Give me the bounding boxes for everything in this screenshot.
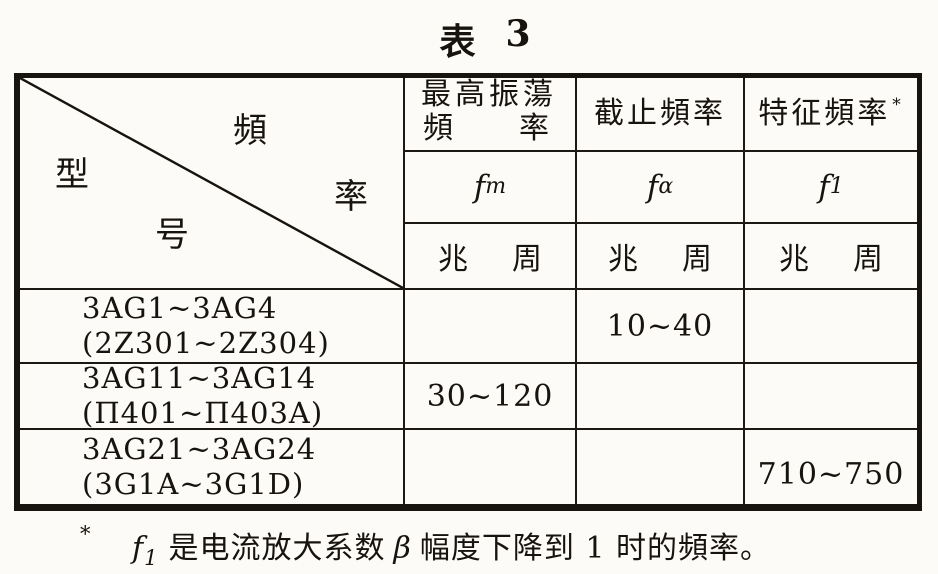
- unit-megacycle-char1: 兆: [608, 242, 638, 277]
- unit-megacycle-char1: 兆: [779, 242, 809, 277]
- footnote-f1-symbol: f1: [132, 531, 158, 570]
- model-name: 3AG11~3AG14: [82, 361, 317, 395]
- model-alt-name: (П401~П403A): [82, 396, 324, 430]
- column-header-cutoff-freq: 截止頻率: [577, 78, 745, 152]
- corner-label-freq-char2: 率: [334, 177, 368, 217]
- header-fm-line2: 頻 率: [421, 111, 561, 147]
- footnote-reference-asterisk: *: [892, 94, 904, 115]
- header-fm-line1: 最高振蕩: [421, 76, 557, 112]
- corner-label-model-char2: 号: [155, 215, 189, 255]
- corner-label-freq-char1: 頻: [233, 111, 267, 151]
- value-cell-fa-row2: [577, 364, 745, 430]
- model-cell-3ag1: 3AG1~3AG4 (2Z301~2Z304): [20, 290, 405, 364]
- column-header-max-oscillation-freq: 最高振蕩 頻 率: [405, 76, 577, 152]
- model-name: 3AG21~3AG24: [82, 432, 317, 466]
- header-fa-text: 截止頻率: [594, 95, 726, 131]
- footnote-f-subscript: 1: [144, 546, 159, 570]
- symbol-fa-subscript: α: [658, 174, 674, 199]
- value-cell-fm-row3: [405, 430, 577, 504]
- footnote-marker: *: [80, 522, 91, 546]
- header-fm-line2-right: 率: [519, 111, 549, 146]
- unit-megacycle-char2: 周: [853, 242, 883, 277]
- page-title: 表 3: [16, 13, 938, 65]
- value-cell-fm-row2: 30~120: [405, 364, 577, 430]
- footnote-text-pre: 是电流放大系数: [168, 531, 386, 566]
- footnote-f-base: f: [132, 531, 145, 566]
- value-cell-fa-row3: [577, 430, 745, 504]
- footnote-text-post: 幅度下降到 1 时的頻率。: [419, 531, 771, 566]
- corner-label-model-char1: 型: [55, 155, 89, 195]
- header-fm-line2-left: 頻: [423, 111, 453, 146]
- table-caption-number: 3: [505, 13, 531, 55]
- unit-megacycle-char1: 兆: [438, 242, 468, 277]
- model-alt-name: (2Z301~2Z304): [82, 326, 330, 360]
- table-caption-word: 表: [439, 21, 476, 63]
- value-cell-ft-row2: [745, 364, 917, 430]
- diagonal-divider-line: [20, 78, 403, 288]
- footnote-beta-symbol: β: [393, 531, 412, 566]
- model-cell-3ag21: 3AG21~3AG24 (3G1A~3G1D): [20, 430, 405, 504]
- value-cell-ft-row3: 710~750: [757, 457, 905, 492]
- model-name: 3AG1~3AG4: [82, 291, 278, 325]
- value-cell-fm-row1: [405, 290, 577, 364]
- column-header-characteristic-freq: 特征頻率 *: [745, 78, 917, 152]
- unit-cell-ft: 兆 周: [745, 224, 917, 290]
- symbol-fm-subscript: m: [485, 174, 507, 199]
- footnote-text: f1 是电流放大系数 β 幅度下降到 1 时的頻率。: [132, 523, 771, 570]
- unit-megacycle-char2: 周: [682, 242, 712, 277]
- symbol-ft-subscript: 1: [829, 174, 844, 199]
- value-cell-ft-row1: [745, 290, 917, 364]
- model-alt-name: (3G1A~3G1D): [82, 467, 305, 501]
- symbol-fm-base: f: [473, 169, 486, 205]
- unit-cell-fa: 兆 周: [577, 224, 745, 290]
- header-ft-label: 特征頻率: [758, 95, 891, 131]
- symbol-ft-base: f: [818, 169, 830, 205]
- model-cell-3ag11: 3AG11~3AG14 (П401~П403A): [20, 361, 405, 430]
- unit-cell-fm: 兆 周: [405, 224, 577, 290]
- unit-megacycle-char2: 周: [512, 242, 542, 277]
- value-cell-fa-row1: 10~40: [577, 290, 745, 364]
- diagonal-header-cell: 型 号 頻 率: [20, 78, 405, 290]
- header-ft-text: 特征頻率 *: [758, 94, 904, 132]
- symbol-fa-base: f: [646, 169, 659, 205]
